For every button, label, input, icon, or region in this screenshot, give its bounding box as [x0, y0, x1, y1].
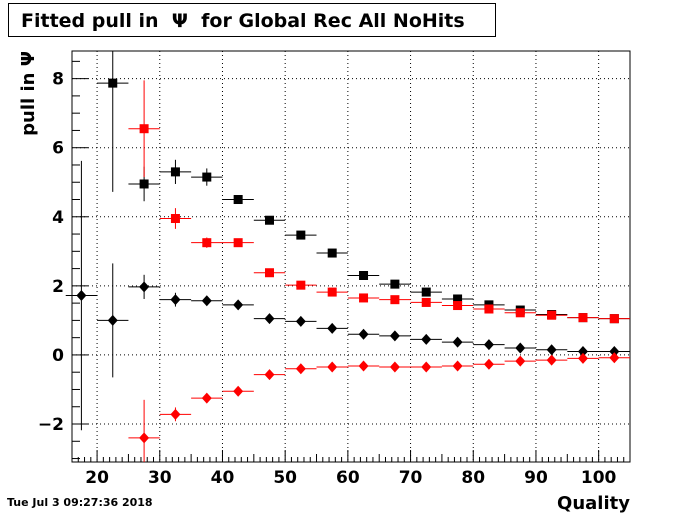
data-point	[484, 304, 494, 314]
data-point	[170, 294, 181, 306]
data-point	[296, 230, 306, 240]
y-tick-label: 6	[52, 139, 64, 159]
data-point	[233, 238, 243, 248]
data-point	[359, 293, 369, 303]
timestamp: Tue Jul 3 09:27:36 2018	[7, 496, 153, 509]
data-point	[327, 248, 337, 258]
data-point	[453, 301, 463, 311]
data-point	[609, 314, 619, 324]
data-point	[170, 408, 181, 420]
x-tick-label: 30	[148, 468, 172, 488]
data-point	[483, 358, 494, 370]
x-tick-label: 90	[524, 468, 548, 488]
plot-frame	[71, 50, 631, 463]
chart-title: Fitted pull in Ψ for Global Rec All NoHi…	[21, 10, 465, 32]
data-point	[202, 172, 212, 182]
data-point	[609, 352, 620, 364]
data-point	[107, 314, 118, 326]
data-point	[233, 299, 244, 311]
y-tick-label: 8	[52, 70, 64, 90]
data-point	[295, 315, 306, 327]
data-point	[139, 432, 150, 444]
data-point	[515, 355, 526, 367]
data-point	[389, 361, 400, 373]
data-point	[108, 78, 118, 88]
data-point	[609, 345, 620, 357]
data-point	[390, 295, 400, 305]
axis-ticks: 20 30 40 50 60 70 80 90 100 −2 0 2 4 6 8	[38, 60, 631, 488]
data-point	[421, 361, 432, 373]
x-tick-label: 80	[461, 468, 485, 488]
data-point	[233, 195, 243, 205]
series-2	[65, 160, 630, 431]
chart-title-box: Fitted pull in Ψ for Global Rec All NoHi…	[8, 3, 496, 37]
data-point	[421, 333, 432, 345]
data-point	[389, 330, 400, 342]
data-point	[264, 215, 274, 225]
data-point	[139, 179, 149, 189]
data-point	[452, 336, 463, 348]
data-point	[264, 369, 275, 381]
data-point	[327, 287, 337, 297]
data-point	[139, 124, 149, 134]
data-point	[421, 287, 431, 297]
data-point	[233, 385, 244, 397]
y-tick-label: −2	[38, 415, 64, 435]
x-tick-label: 100	[581, 468, 617, 488]
data-point	[577, 352, 588, 364]
y-axis-title: pull in Ψ	[18, 51, 39, 136]
data-point	[201, 392, 212, 404]
data-point	[327, 322, 338, 334]
y-tick-label: 2	[52, 277, 64, 297]
data-point	[515, 342, 526, 354]
data-point	[264, 268, 274, 278]
data-point	[202, 238, 212, 248]
data-point	[390, 279, 400, 289]
data-point	[296, 280, 306, 290]
data-point	[327, 361, 338, 373]
x-tick-label: 70	[399, 468, 423, 488]
series-0	[97, 51, 630, 324]
series-3	[128, 352, 630, 462]
data-point	[170, 167, 180, 177]
data-point	[295, 363, 306, 375]
y-tick-label: 4	[52, 208, 64, 228]
data-point	[452, 360, 463, 372]
data-point	[76, 290, 87, 302]
data-point	[453, 294, 463, 304]
x-axis-title: Quality	[557, 493, 630, 514]
data-point	[201, 295, 212, 307]
data-point	[547, 310, 557, 320]
x-tick-label: 50	[273, 468, 297, 488]
data-point	[358, 328, 369, 340]
data-point	[546, 344, 557, 356]
data-point	[139, 281, 150, 293]
x-tick-label: 20	[85, 468, 109, 488]
data-point	[264, 313, 275, 325]
y-tick-label: 0	[52, 346, 64, 366]
data-point	[483, 339, 494, 351]
x-tick-label: 40	[211, 468, 235, 488]
series-1	[128, 80, 630, 324]
grid-layer	[72, 51, 630, 462]
data-point	[359, 270, 369, 280]
data-point	[358, 360, 369, 372]
x-tick-label: 60	[336, 468, 360, 488]
data-point	[515, 308, 525, 318]
data-point	[578, 313, 588, 323]
data-point	[170, 214, 180, 224]
data-point	[577, 345, 588, 357]
series-layer	[65, 51, 630, 462]
data-point	[546, 354, 557, 366]
data-point	[421, 297, 431, 307]
